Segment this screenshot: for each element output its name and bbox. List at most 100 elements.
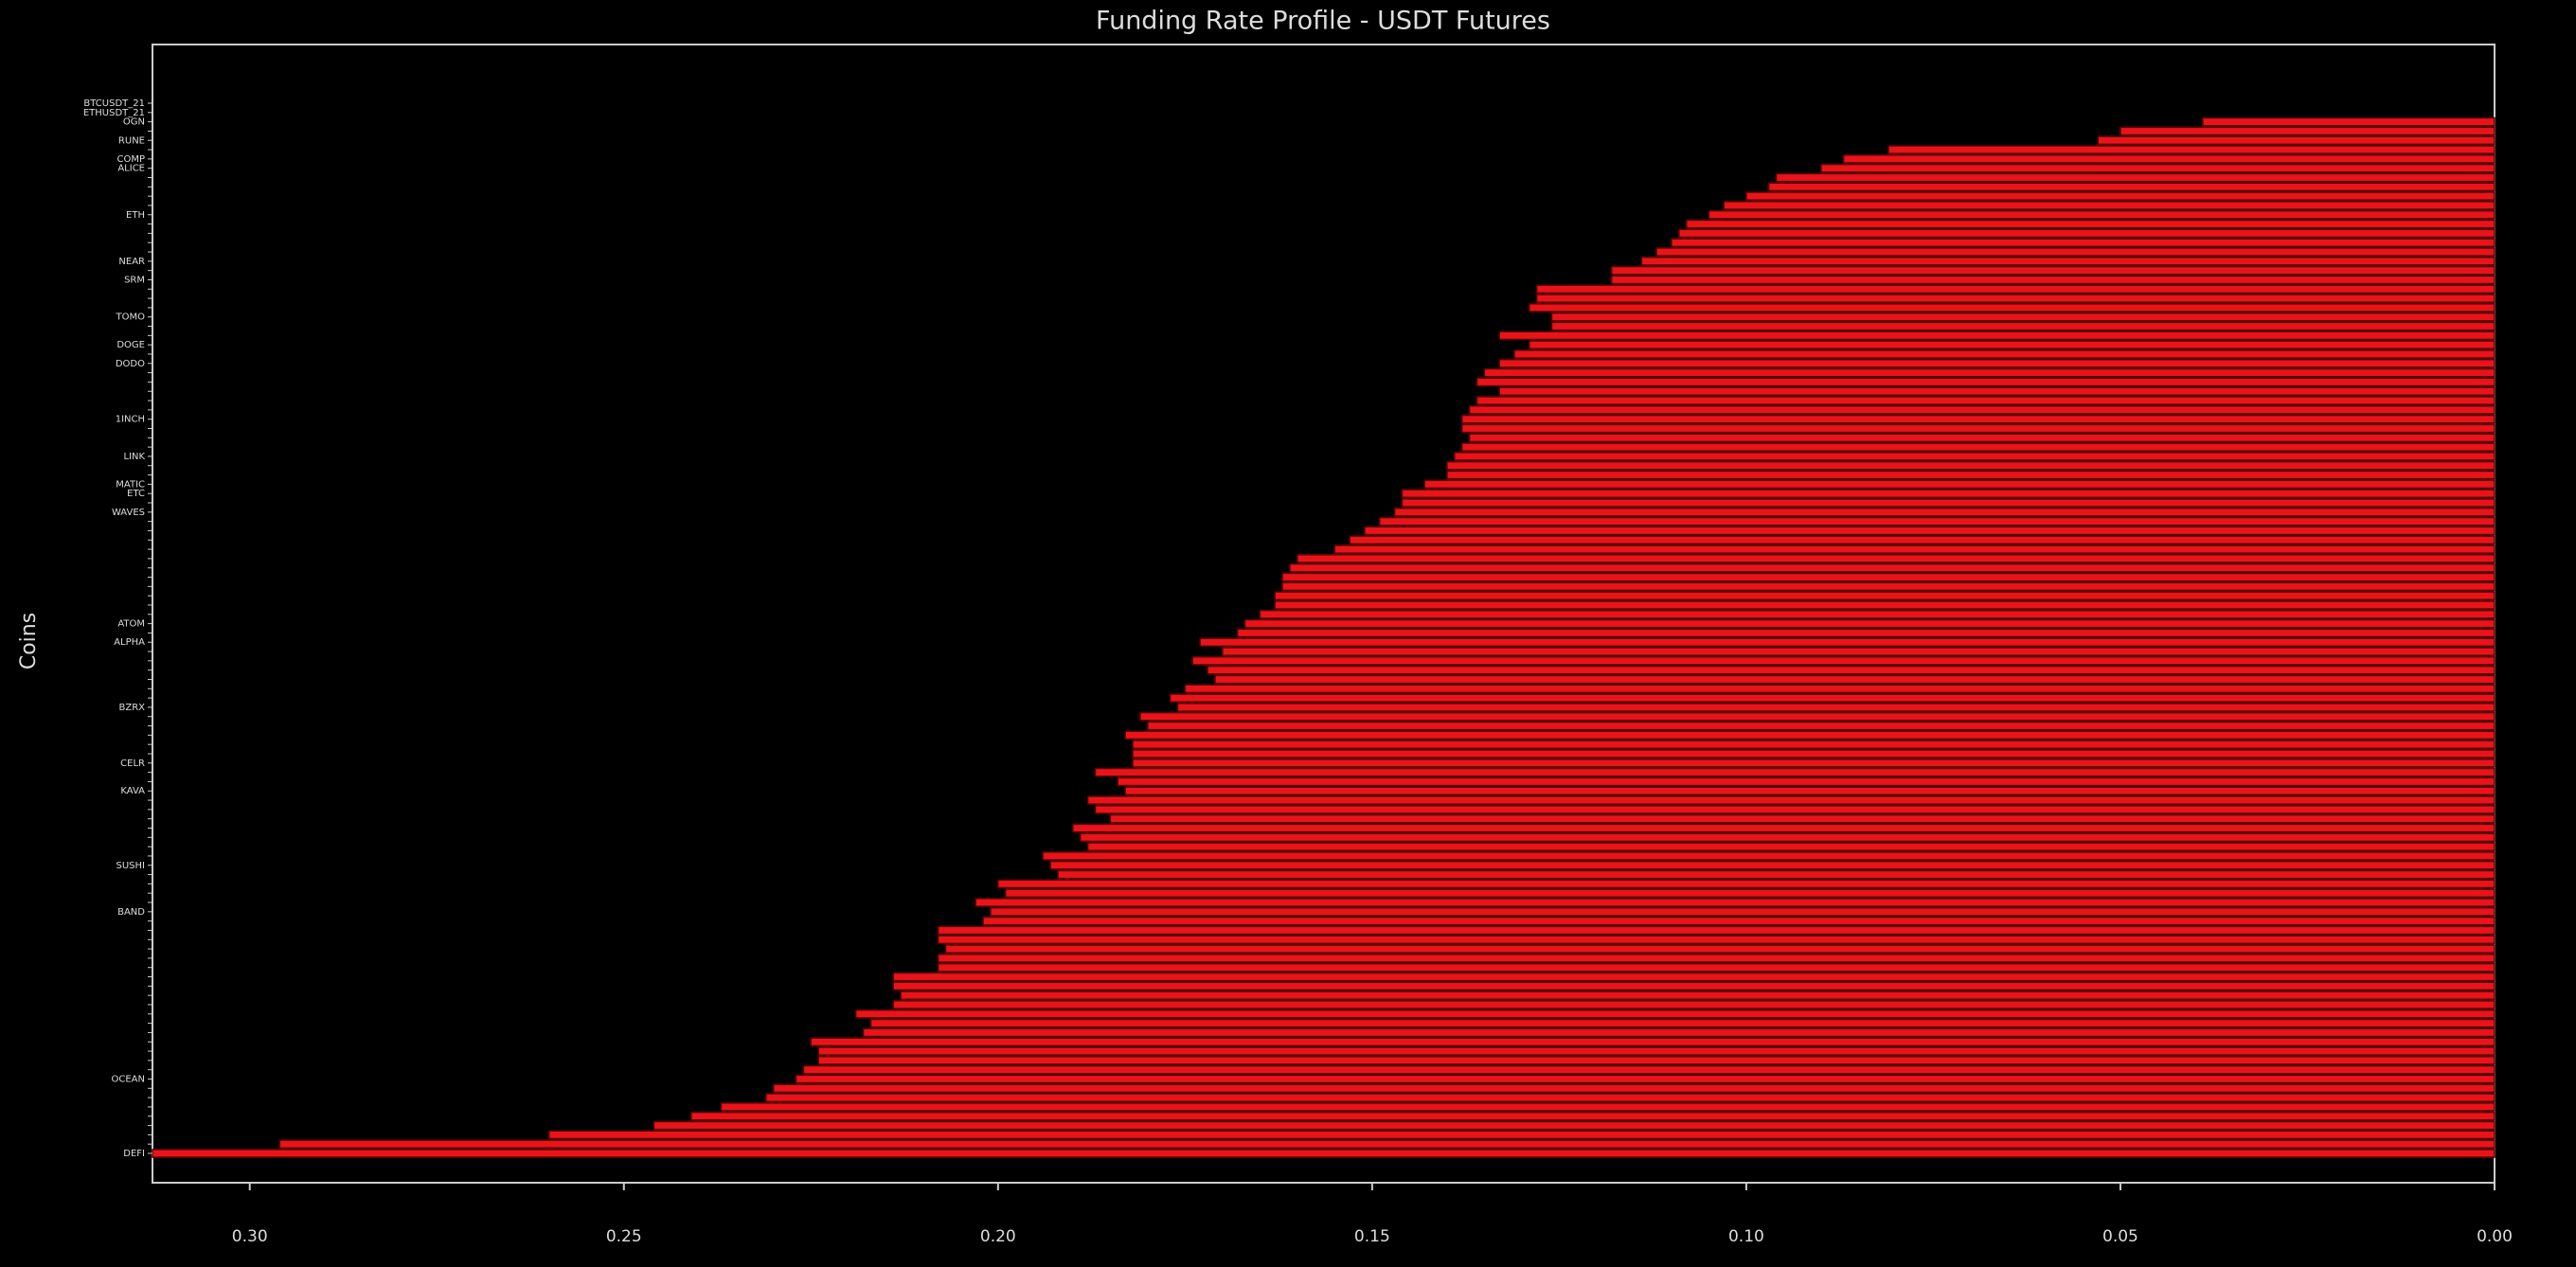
bar (1147, 721, 2496, 731)
y-tick-label: WAVES (112, 508, 145, 518)
bar (1049, 860, 2496, 870)
bar (1535, 284, 2496, 294)
bar (1610, 265, 2496, 276)
bar (1222, 647, 2496, 656)
bar (1498, 358, 2496, 368)
bar (1483, 367, 2496, 378)
bar (1289, 562, 2496, 573)
bar (653, 1120, 2496, 1131)
bar (720, 1102, 2496, 1112)
bar (1476, 377, 2496, 387)
y-tick-label: NEAR (118, 257, 145, 267)
bar (937, 954, 2496, 963)
bar (1243, 618, 2496, 629)
y-tick-label: TOMO (116, 312, 146, 323)
bar (1214, 674, 2496, 685)
bar (1640, 256, 2496, 266)
bar (937, 925, 2496, 936)
bar (944, 944, 2496, 954)
y-tick-label: OGN (123, 117, 145, 128)
x-tick-label: 0.15 (1354, 1227, 1390, 1246)
bar (1708, 209, 2496, 220)
bar (690, 1111, 2496, 1121)
bar (1671, 238, 2496, 248)
bar (1842, 154, 2496, 164)
bar (2120, 126, 2496, 136)
bar (278, 1139, 2496, 1150)
bar (1042, 851, 2496, 861)
bar (900, 990, 2496, 1001)
bar (1550, 321, 2496, 331)
bar (1529, 303, 2496, 312)
bar (1207, 665, 2496, 675)
y-tick-label: BZRX (118, 703, 145, 713)
bar (892, 981, 2496, 991)
bar (1184, 684, 2496, 694)
bar (1685, 219, 2496, 229)
bar (1498, 386, 2496, 397)
bar (795, 1074, 2496, 1084)
bar (1086, 795, 2496, 805)
bar (1333, 544, 2496, 554)
x-tick-label: 0.25 (606, 1227, 642, 1246)
bar (937, 935, 2496, 945)
bar (1610, 275, 2496, 285)
bar (817, 1046, 2496, 1056)
bar (1446, 460, 2496, 471)
y-tick-label: OCEAN (112, 1074, 146, 1084)
y-tick-label: ETHUSDT_21 (83, 108, 145, 118)
bar (1476, 396, 2496, 405)
bar (817, 1055, 2496, 1065)
bar (548, 1130, 2496, 1140)
bar (1550, 312, 2496, 322)
bar (892, 972, 2496, 982)
bar (1079, 832, 2496, 843)
bar (854, 1008, 2496, 1019)
bar (1745, 191, 2496, 202)
bar (1274, 591, 2496, 601)
bar (1723, 201, 2496, 210)
bar (937, 962, 2496, 973)
bar (862, 1027, 2496, 1038)
bar (1274, 600, 2496, 610)
y-tick-label: DOGE (116, 340, 145, 350)
bar (1117, 776, 2496, 787)
bar (1767, 182, 2496, 192)
bar (1460, 423, 2496, 434)
bar (1094, 805, 2496, 814)
y-tick-label: 1INCH (116, 415, 145, 425)
x-tick-label: 0.10 (1728, 1227, 1764, 1246)
bar (1498, 330, 2496, 341)
chart-title: Funding Rate Profile - USDT Futures (1096, 7, 1550, 36)
bar (152, 1149, 2496, 1158)
x-tick-label: 0.00 (2477, 1227, 2513, 1246)
bar (1124, 786, 2496, 796)
bar (1678, 228, 2496, 239)
bar (1393, 507, 2496, 517)
y-tick-label: LINK (123, 452, 145, 462)
bar (1820, 163, 2496, 173)
x-tick-label: 0.30 (232, 1227, 268, 1246)
bar (2202, 116, 2496, 127)
y-tick-label: MATIC (116, 479, 145, 490)
bar (1460, 414, 2496, 424)
y-tick-label: SUSHI (116, 861, 145, 871)
bar (1176, 703, 2496, 712)
bar (1513, 349, 2496, 359)
bar (1446, 470, 2496, 480)
bar (1191, 655, 2496, 666)
bar (1775, 172, 2496, 183)
bar (802, 1064, 2496, 1075)
bar (892, 1000, 2496, 1009)
bar (1281, 572, 2496, 582)
y-tick-label: ETC (127, 489, 145, 499)
y-tick-label: RUNE (118, 135, 145, 146)
bar (1460, 442, 2496, 452)
y-tick-label: ETH (126, 210, 145, 221)
y-tick-label: COMP (116, 154, 145, 165)
y-axis-label: Coins (17, 613, 41, 669)
y-tick-label: ATOM (117, 619, 145, 630)
y-tick-label: CELR (120, 758, 145, 769)
y-tick-label: BTCUSDT_21 (83, 98, 145, 109)
